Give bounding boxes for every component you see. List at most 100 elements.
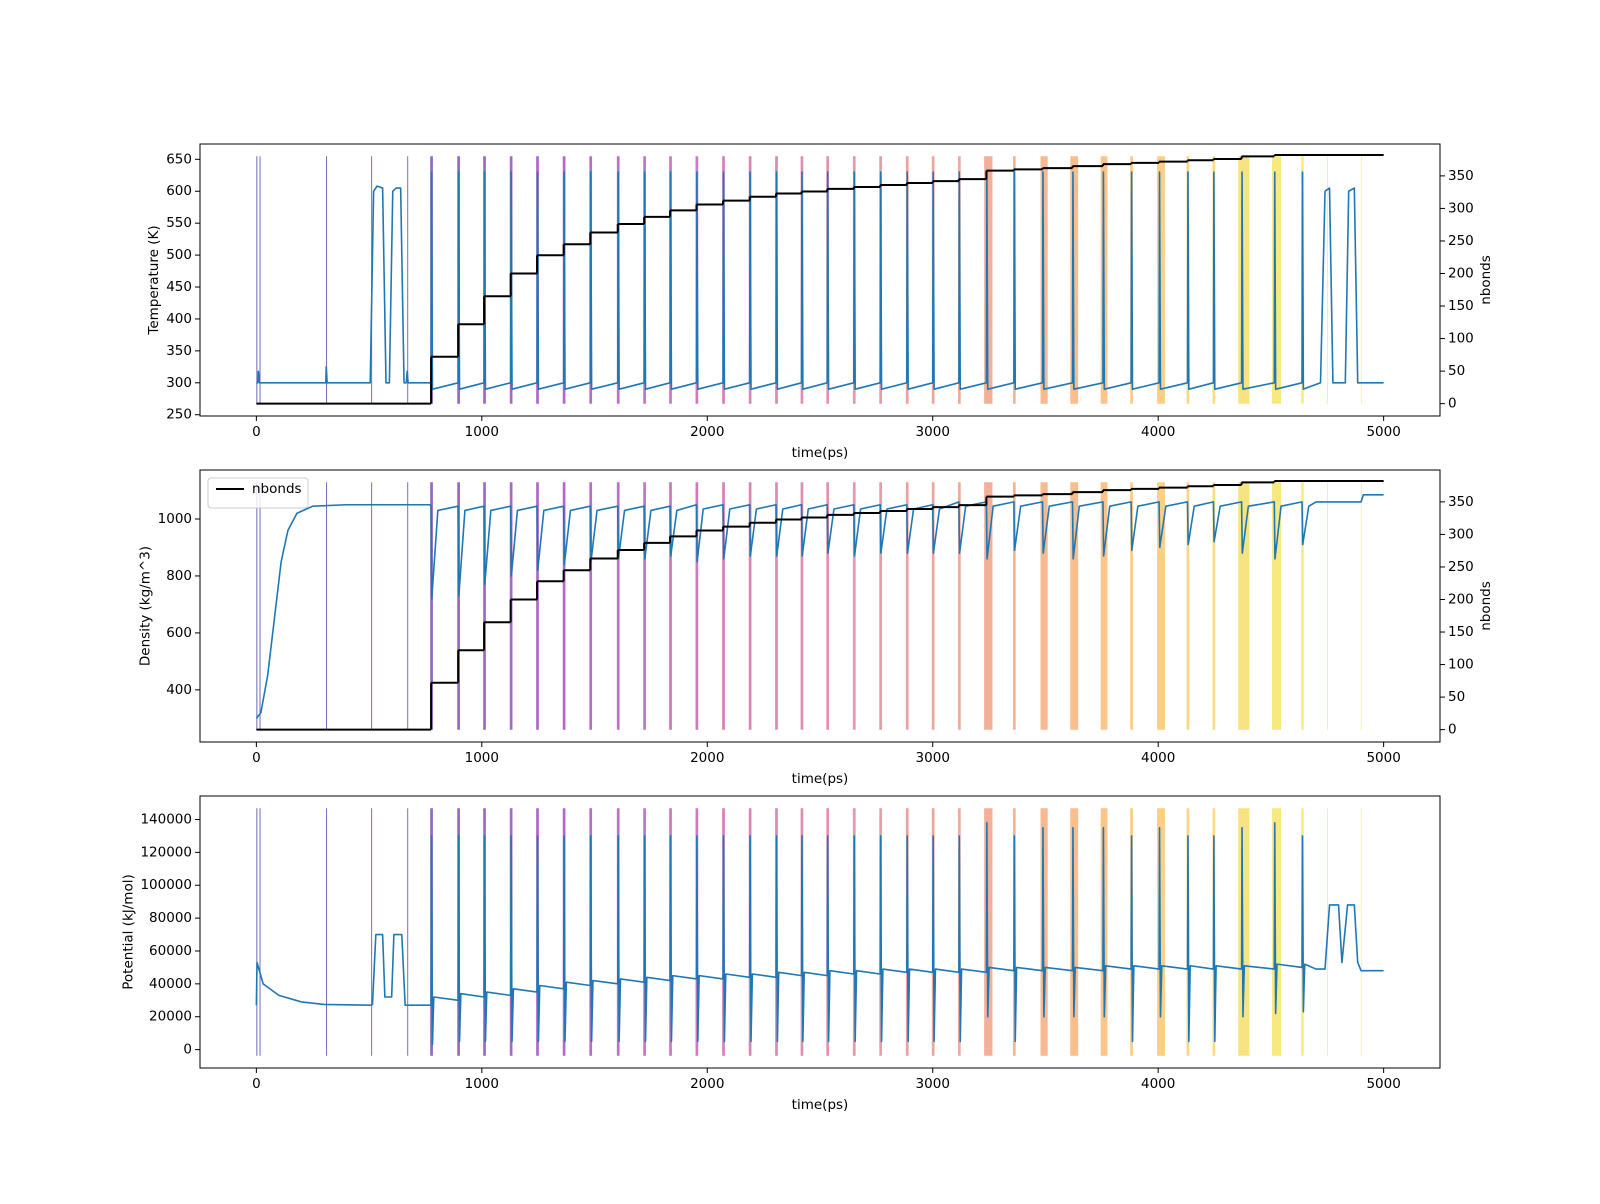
y-tick-label: 600 (166, 183, 192, 199)
panel: 0 1000 2000 3000 4000 5000time(ps)25030035040… (146, 143, 1494, 461)
y-tick-label: 60000 (149, 943, 192, 959)
span-band (1301, 482, 1304, 730)
span-band (775, 482, 778, 730)
y-axis-label: Density (kg/m^3) (138, 546, 154, 666)
legend-label: nbonds (252, 481, 302, 497)
span-band (643, 482, 646, 730)
y-tick-label: 600 (166, 625, 192, 641)
y2-tick-label: 100 (1448, 657, 1474, 673)
span-band (407, 482, 409, 730)
span-band (1327, 482, 1329, 730)
span-band (616, 482, 620, 730)
y-tick-label: 140000 (140, 812, 192, 828)
y-tick-label: 100000 (140, 877, 192, 893)
axes-frame (199, 795, 1441, 1069)
panel: 0 1000 2000 3000 4000 5000 time(ps) 0 20000 40000… (120, 795, 1441, 1113)
y2-tick-label: 300 (1448, 526, 1474, 542)
data-line (255, 821, 1384, 1046)
y2-axis-label: nbonds (1478, 581, 1494, 631)
span-band (1238, 482, 1250, 730)
span-band (483, 482, 486, 730)
span-band (371, 808, 373, 1056)
span-band (1130, 482, 1133, 730)
y-tick-label: 550 (166, 215, 192, 231)
span-band (957, 482, 961, 730)
span-band (326, 482, 328, 730)
x-tick-label: 3000 (916, 750, 950, 766)
y2-tick-label: 250 (1448, 233, 1474, 249)
span-band (430, 482, 433, 730)
x-tick-label: 4000 (1141, 750, 1175, 766)
span-band (256, 482, 258, 730)
span-band (1360, 808, 1362, 1056)
span-band (852, 482, 856, 730)
span-band (1238, 808, 1250, 1056)
span-band (259, 482, 261, 730)
data-line (256, 171, 1384, 390)
span-band (1157, 808, 1165, 1056)
span-band (1360, 156, 1362, 404)
legend-box (207, 477, 309, 509)
span-band (1157, 482, 1165, 730)
x-tick-label: 4000 (1141, 424, 1175, 440)
y2-tick-label: 150 (1448, 624, 1474, 640)
y-tick-label: 40000 (149, 976, 192, 992)
y2-axis-label: nbonds (1478, 255, 1494, 305)
y2-tick-label: 200 (1448, 591, 1474, 607)
y-tick-label: 650 (166, 151, 192, 167)
y2-tick-label: 0 (1448, 396, 1457, 412)
y2-tick-label: 350 (1448, 168, 1474, 184)
y-tick-label: 400 (166, 311, 192, 327)
y2-tick-label: 0 (1448, 722, 1457, 738)
span-band (259, 808, 261, 1056)
y-axis-label: Temperature (K) (146, 225, 162, 335)
axes-frame (199, 143, 1441, 417)
span-band (984, 156, 993, 404)
y-tick-label: 300 (166, 375, 192, 391)
span-band (984, 808, 993, 1056)
y2-tick-label: 50 (1448, 363, 1465, 379)
span-band (1040, 482, 1048, 730)
span-band (1012, 482, 1016, 730)
span-band (1238, 156, 1250, 404)
span-band (1100, 482, 1108, 730)
y-tick-label: 0 (183, 1042, 192, 1058)
span-band (879, 482, 882, 730)
x-tick-label: 1000 (465, 424, 499, 440)
y2-tick-label: 100 (1448, 331, 1474, 347)
span-band (722, 482, 725, 730)
y-tick-label: 400 (166, 682, 192, 698)
x-tick-label: 0 (252, 1076, 261, 1092)
data-line (255, 493, 1384, 719)
x-tick-label: 5000 (1366, 750, 1400, 766)
span-band (256, 808, 258, 1056)
axes-frame (199, 469, 1441, 743)
x-axis-label: time(ps) (792, 1097, 849, 1113)
span-band (457, 482, 460, 730)
x-tick-label: 3000 (916, 424, 950, 440)
span-band (800, 482, 804, 730)
panel: 0 1000 2000 3000 4000 5000time(ps)40060080010… (138, 469, 1494, 787)
x-tick-label: 2000 (690, 424, 724, 440)
span-band (589, 482, 593, 730)
span-band (259, 156, 261, 404)
y-tick-label: 80000 (149, 910, 192, 926)
span-band (326, 808, 328, 1056)
span-band (931, 482, 935, 730)
span-band (748, 482, 752, 730)
y2-tick-label: 300 (1448, 200, 1474, 216)
y2-tick-label: 50 (1448, 689, 1465, 705)
x-tick-label: 0 (252, 424, 261, 440)
span-band (407, 156, 409, 404)
span-band (1186, 482, 1190, 730)
x-axis-label: time(ps) (792, 771, 849, 787)
y-tick-label: 250 (166, 407, 192, 423)
y-tick-label: 120000 (140, 844, 192, 860)
span-band (1157, 156, 1165, 404)
y2-tick-label: 350 (1448, 494, 1474, 510)
x-tick-label: 5000 (1366, 1076, 1400, 1092)
y2-tick-label: 200 (1448, 265, 1474, 281)
y-axis-label: Potential (kJ/mol) (120, 874, 136, 989)
span-band (256, 156, 258, 404)
